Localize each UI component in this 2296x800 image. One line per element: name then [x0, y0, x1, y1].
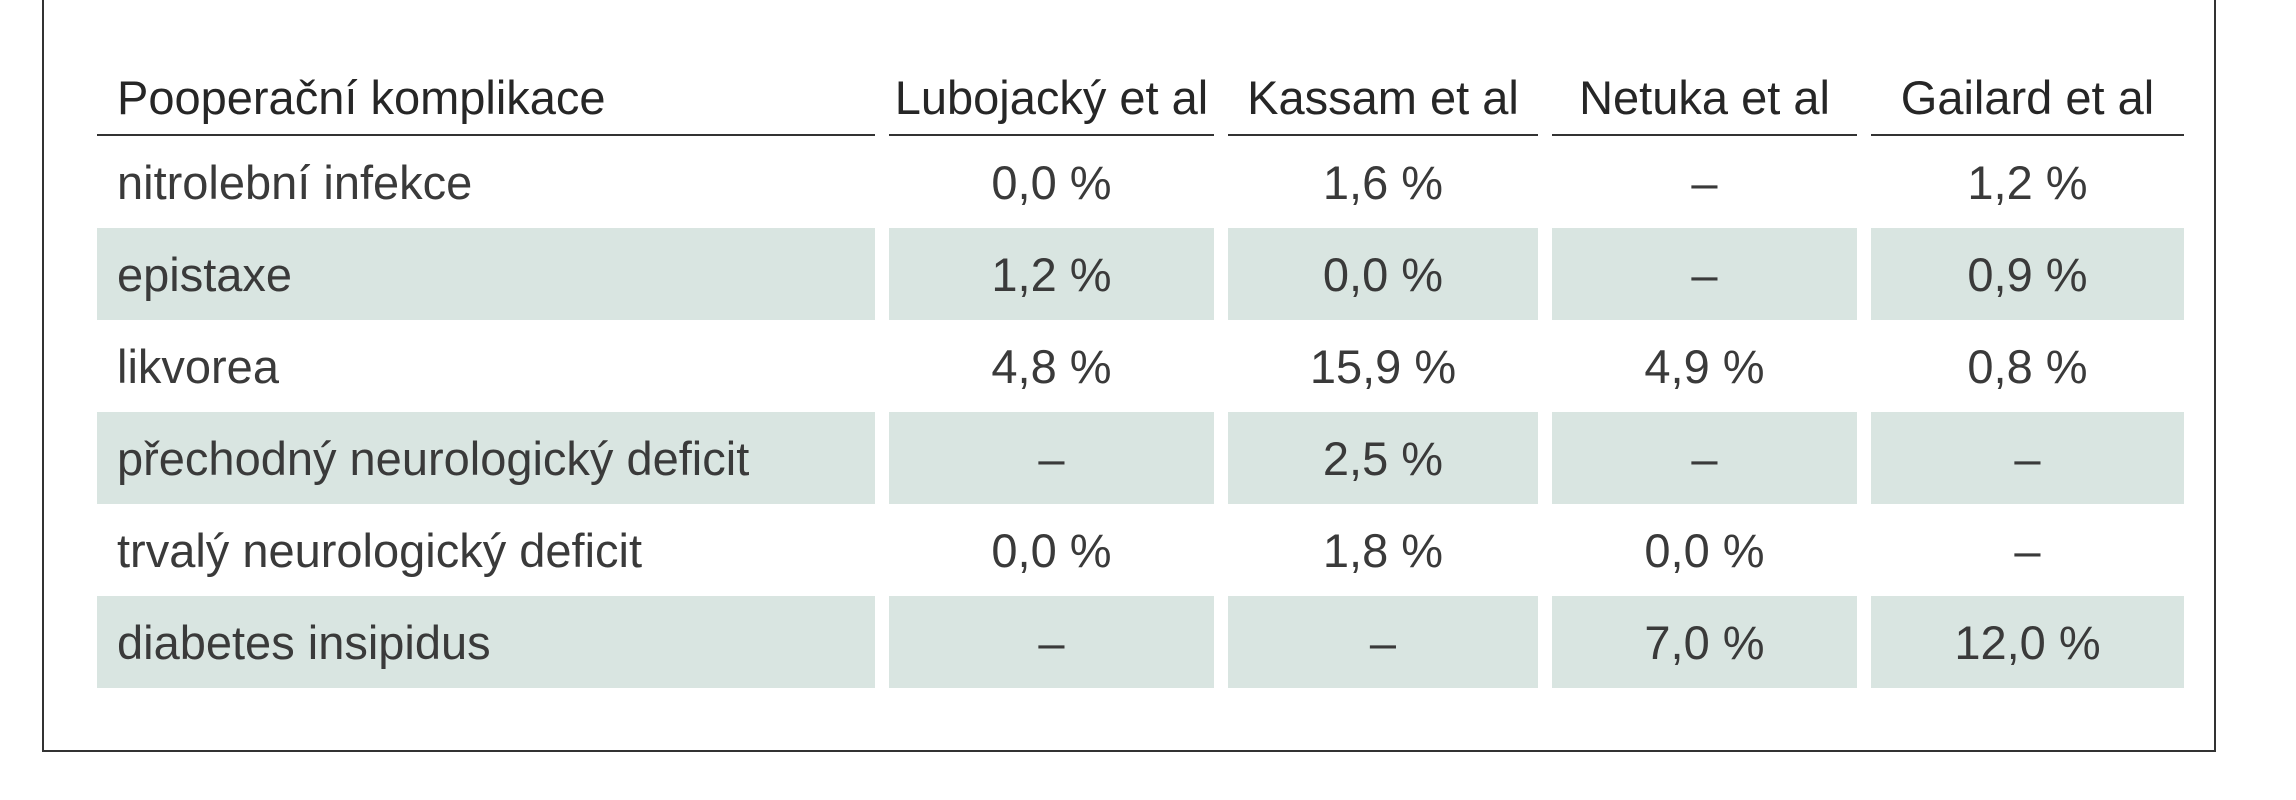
- cell-value: 0,9 %: [1871, 228, 2184, 320]
- cell-value: 4,9 %: [1644, 339, 1765, 393]
- cell-value: –: [1552, 228, 1857, 320]
- cell-value: 0,0 %: [991, 523, 1112, 577]
- header-kassam: Kassam et al: [1228, 60, 1538, 136]
- cell-value: 7,0 %: [1552, 596, 1857, 688]
- table-frame: [42, 0, 2216, 752]
- cell-value: 12,0 %: [1871, 596, 2184, 688]
- cell-value: –: [1691, 155, 1718, 209]
- cell-value: 1,2 %: [1967, 155, 2088, 209]
- header-lubojacky: Lubojacký et al: [889, 60, 1214, 136]
- cell-value: –: [1871, 412, 2184, 504]
- cell-value: 1,6 %: [1322, 155, 1444, 209]
- header-complication: Pooperační komplikace: [97, 60, 875, 136]
- cell-value: 0,0 %: [1644, 523, 1765, 577]
- table-row: diabetes insipidus – – 7,0 % 12,0 %: [97, 596, 2184, 688]
- cell-value: 15,9 %: [1309, 339, 1457, 393]
- row-label: přechodný neurologický deficit: [97, 412, 875, 504]
- cell-value: 2,5 %: [1228, 412, 1538, 504]
- row-label: diabetes insipidus: [97, 596, 875, 688]
- table-header-row: Pooperační komplikace Lubojacký et al Ka…: [97, 60, 2184, 136]
- cell-value: –: [889, 596, 1214, 688]
- cell-value: 0,0 %: [1228, 228, 1538, 320]
- cell-value: –: [2014, 523, 2041, 577]
- cell-value: 4,8 %: [991, 339, 1112, 393]
- cell-value: 0,0 %: [991, 155, 1112, 209]
- table-row: trvalý neurologický deficit 0,0 % 1,8 % …: [97, 504, 2184, 596]
- row-label: trvalý neurologický deficit: [117, 523, 643, 577]
- table-row: likvorea 4,8 % 15,9 % 4,9 % 0,8 %: [97, 320, 2184, 412]
- table-row: přechodný neurologický deficit – 2,5 % –…: [97, 412, 2184, 504]
- cell-value: 1,8 %: [1322, 523, 1444, 577]
- complications-table: Pooperační komplikace Lubojacký et al Ka…: [83, 60, 2198, 688]
- row-label: epistaxe: [97, 228, 875, 320]
- table-row: epistaxe 1,2 % 0,0 % – 0,9 %: [97, 228, 2184, 320]
- row-label: nitrolební infekce: [117, 155, 473, 209]
- header-gailard: Gailard et al: [1871, 60, 2184, 136]
- cell-value: –: [889, 412, 1214, 504]
- cell-value: 0,8 %: [1967, 339, 2088, 393]
- cell-value: 1,2 %: [889, 228, 1214, 320]
- header-netuka: Netuka et al: [1552, 60, 1857, 136]
- cell-value: –: [1552, 412, 1857, 504]
- row-label: likvorea: [117, 339, 279, 393]
- cell-value: –: [1228, 596, 1538, 688]
- table-row: nitrolební infekce 0,0 % 1,6 % – 1,2 %: [97, 136, 2184, 228]
